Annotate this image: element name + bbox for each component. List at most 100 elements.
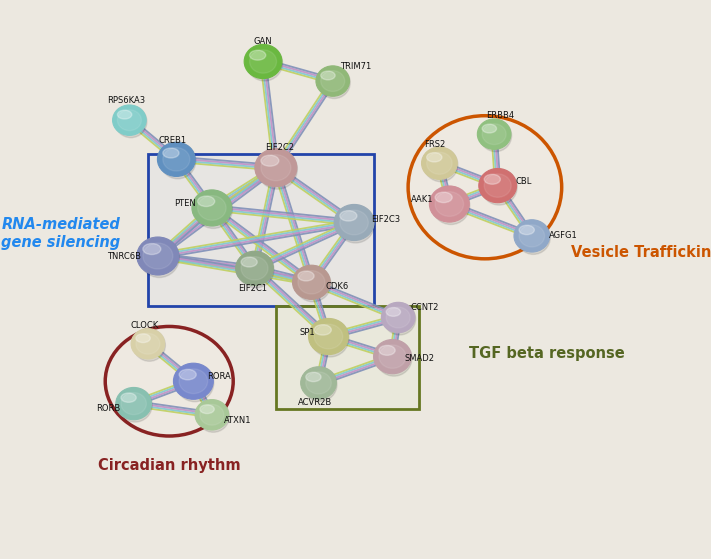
Text: Circadian rhythm: Circadian rhythm	[98, 458, 240, 472]
Circle shape	[303, 367, 337, 401]
Ellipse shape	[112, 105, 146, 135]
Circle shape	[480, 120, 512, 151]
Circle shape	[336, 205, 375, 243]
Ellipse shape	[479, 168, 517, 203]
Ellipse shape	[121, 392, 146, 415]
Ellipse shape	[386, 307, 400, 316]
Ellipse shape	[137, 237, 179, 275]
Ellipse shape	[379, 345, 406, 368]
Text: CREB1: CREB1	[159, 136, 187, 145]
Bar	[276, 306, 419, 409]
Ellipse shape	[192, 190, 232, 226]
Text: ACVR2B: ACVR2B	[298, 398, 332, 407]
Ellipse shape	[484, 174, 511, 197]
Bar	[148, 154, 374, 306]
Ellipse shape	[157, 142, 196, 177]
Ellipse shape	[429, 186, 469, 222]
Text: GAN: GAN	[254, 37, 272, 46]
Ellipse shape	[163, 148, 190, 171]
Ellipse shape	[136, 334, 150, 343]
Circle shape	[516, 220, 550, 254]
Text: SMAD2: SMAD2	[405, 354, 434, 363]
Text: CDK6: CDK6	[326, 282, 348, 291]
Ellipse shape	[250, 50, 277, 73]
Circle shape	[424, 148, 458, 182]
Ellipse shape	[519, 225, 545, 247]
Ellipse shape	[334, 205, 374, 240]
Ellipse shape	[427, 152, 452, 174]
Circle shape	[376, 340, 412, 376]
Ellipse shape	[105, 326, 233, 436]
Ellipse shape	[244, 44, 282, 79]
Ellipse shape	[482, 124, 506, 145]
Ellipse shape	[314, 325, 331, 335]
Ellipse shape	[143, 244, 161, 254]
Text: RORB: RORB	[96, 404, 120, 413]
Circle shape	[198, 400, 230, 432]
Ellipse shape	[241, 257, 257, 267]
Ellipse shape	[484, 174, 501, 184]
Circle shape	[115, 106, 147, 138]
Text: CCNT2: CCNT2	[411, 303, 439, 312]
Ellipse shape	[121, 393, 137, 402]
Ellipse shape	[435, 192, 452, 202]
Ellipse shape	[381, 302, 415, 333]
Ellipse shape	[261, 155, 279, 166]
Ellipse shape	[136, 333, 160, 354]
Ellipse shape	[179, 369, 208, 394]
Ellipse shape	[117, 110, 141, 131]
Ellipse shape	[408, 116, 562, 259]
Text: ERBB4: ERBB4	[486, 111, 514, 120]
Circle shape	[118, 388, 152, 422]
Ellipse shape	[306, 372, 331, 394]
Text: FRS2: FRS2	[424, 140, 446, 149]
Text: AGFG1: AGFG1	[549, 231, 577, 240]
Ellipse shape	[519, 225, 535, 235]
Circle shape	[311, 319, 349, 357]
Ellipse shape	[117, 110, 132, 119]
Ellipse shape	[309, 319, 348, 354]
Ellipse shape	[198, 196, 226, 220]
Ellipse shape	[386, 307, 410, 328]
Circle shape	[160, 143, 196, 179]
Circle shape	[176, 364, 214, 402]
Text: CBL: CBL	[515, 177, 532, 186]
Ellipse shape	[143, 243, 173, 269]
Ellipse shape	[163, 148, 179, 158]
Ellipse shape	[306, 372, 321, 382]
Ellipse shape	[261, 155, 291, 181]
Ellipse shape	[131, 329, 165, 359]
Ellipse shape	[301, 367, 336, 399]
Ellipse shape	[340, 211, 357, 221]
Text: EIF2C1: EIF2C1	[239, 284, 267, 293]
Ellipse shape	[250, 50, 266, 60]
Ellipse shape	[255, 149, 297, 187]
Ellipse shape	[298, 271, 325, 294]
Circle shape	[194, 191, 232, 229]
Text: SP1: SP1	[299, 328, 315, 337]
Ellipse shape	[314, 324, 343, 349]
Ellipse shape	[321, 70, 345, 92]
Ellipse shape	[316, 66, 350, 96]
Ellipse shape	[200, 405, 214, 414]
Ellipse shape	[435, 192, 464, 216]
Circle shape	[139, 238, 179, 277]
Text: TGF beta response: TGF beta response	[469, 346, 625, 361]
Ellipse shape	[427, 153, 442, 162]
Ellipse shape	[195, 400, 229, 430]
Circle shape	[432, 187, 470, 225]
Circle shape	[481, 169, 517, 205]
Text: ATXN1: ATXN1	[224, 416, 251, 425]
Ellipse shape	[200, 404, 224, 425]
Text: TNRC6B: TNRC6B	[107, 252, 141, 260]
Ellipse shape	[179, 369, 196, 380]
Circle shape	[238, 252, 274, 288]
Text: EIF2C2: EIF2C2	[265, 143, 294, 152]
Ellipse shape	[241, 257, 268, 280]
Ellipse shape	[482, 124, 496, 133]
Circle shape	[295, 266, 331, 302]
Circle shape	[319, 67, 351, 98]
Text: CLOCK: CLOCK	[130, 321, 159, 330]
Ellipse shape	[173, 363, 213, 399]
Ellipse shape	[298, 271, 314, 281]
